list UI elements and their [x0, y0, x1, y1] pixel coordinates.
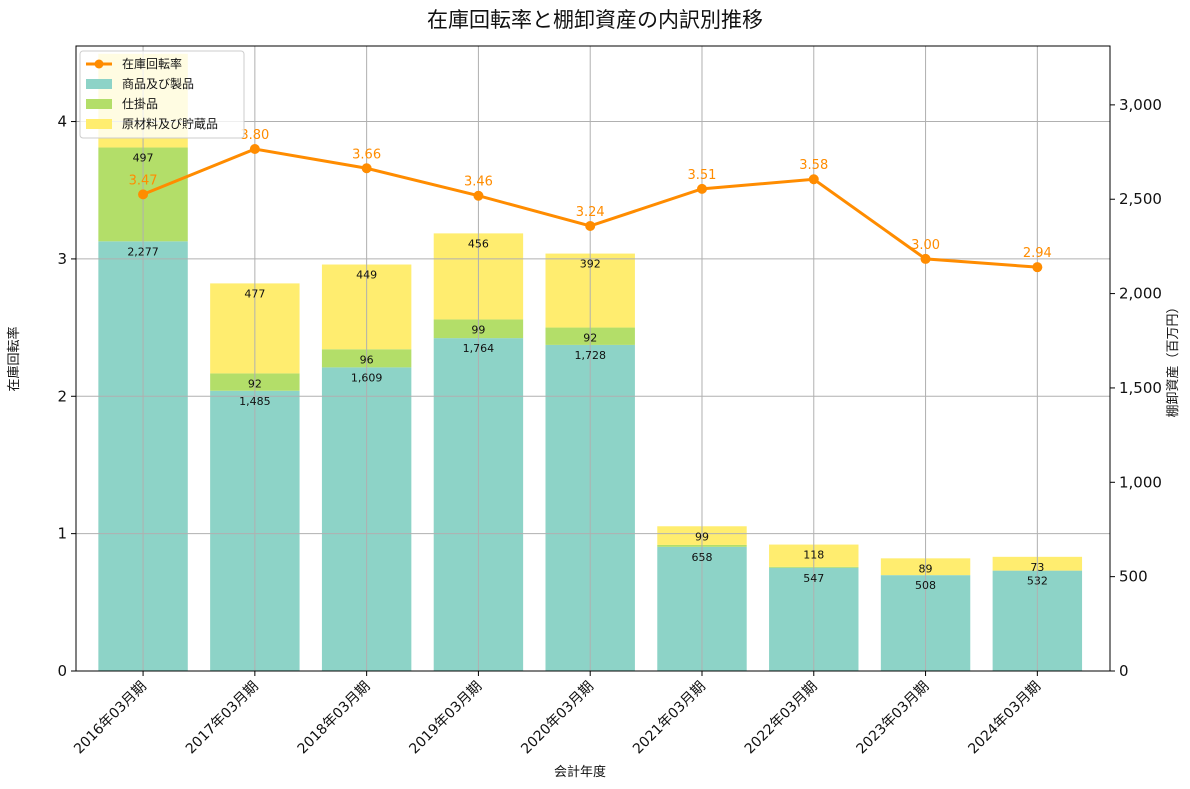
- legend-box: [79, 50, 245, 139]
- legend-swatch-3: [86, 119, 112, 129]
- legend-entry-3: 仕掛品: [122, 96, 158, 111]
- bar-label-1-4: 1,764: [463, 342, 495, 355]
- bar-label-1-9: 532: [1027, 575, 1048, 588]
- x-tick-8: 2023年03月期: [854, 679, 933, 758]
- legend-entry-2: 商品及び製品: [122, 76, 194, 91]
- bar-label-3-5: 392: [580, 258, 601, 271]
- turnover-label-6: 3.51: [688, 168, 717, 183]
- bar-label-1-5: 1,728: [574, 349, 606, 362]
- bar-label-3-7: 118: [803, 549, 824, 562]
- y-right-tick-5: 2,000: [1119, 285, 1162, 303]
- y-left-tick-3: 2: [57, 387, 67, 405]
- bar-label-3-3: 449: [356, 269, 377, 282]
- y-right-tick-7: 3,000: [1119, 96, 1162, 114]
- y-left-tick-5: 4: [57, 113, 67, 131]
- turnover-point-2: [249, 144, 260, 155]
- bar-label-2-2: 92: [248, 377, 262, 390]
- turnover-point-9: [1032, 262, 1043, 273]
- turnover-label-4: 3.46: [464, 175, 493, 190]
- turnover-point-8: [920, 253, 931, 264]
- bar-label-2-3: 96: [360, 353, 374, 366]
- turnover-label-5: 3.24: [576, 205, 605, 220]
- x-tick-2: 2017年03月期: [183, 679, 262, 758]
- x-tick-3: 2018年03月期: [295, 679, 374, 758]
- x-tick-1: 2016年03月期: [71, 679, 150, 758]
- bar-label-2-4: 99: [471, 323, 485, 336]
- bar-label-3-6: 99: [695, 530, 709, 543]
- turnover-label-1: 3.47: [129, 173, 158, 188]
- y-left-tick-1: 0: [57, 662, 67, 680]
- legend-entry-4: 原材料及び貯蔵品: [122, 117, 218, 131]
- y-right-tick-3: 1,000: [1119, 473, 1162, 491]
- legend-swatch-marker: [94, 59, 104, 69]
- chart-title: 在庫回転率と棚卸資産の内訳別推移: [427, 8, 763, 32]
- bar-label-3-2: 477: [244, 287, 265, 300]
- turnover-label-2: 3.80: [240, 128, 269, 143]
- bar-label-2-5: 92: [583, 332, 597, 345]
- bar-label-1-2: 1,485: [239, 395, 271, 408]
- x-tick-4: 2019年03月期: [406, 679, 485, 758]
- turnover-label-3: 3.66: [352, 147, 381, 162]
- bar-label-3-9: 73: [1030, 561, 1044, 574]
- y-left-tick-4: 3: [57, 250, 67, 268]
- bar-label-3-4: 456: [468, 237, 489, 250]
- plot-frame: [75, 45, 1111, 672]
- legend-swatch-2: [86, 99, 112, 109]
- turnover-point-1: [138, 189, 149, 200]
- turnover-point-7: [808, 174, 819, 185]
- bar-label-1-3: 1,609: [351, 371, 383, 384]
- legend-swatch-1: [86, 79, 112, 89]
- bar-labels: 2,277 497 1,485 92 477 1,609 96 449 1,764 99 456 1,…: [127, 152, 1048, 593]
- x-tick-9: 2024年03月期: [965, 679, 1044, 758]
- bar-label-3-8: 89: [919, 562, 933, 575]
- bar-label-1-8: 508: [915, 579, 936, 592]
- bar-label-1-7: 547: [803, 572, 824, 585]
- x-tick-5: 2020年03月期: [518, 679, 597, 758]
- turnover-line: 3.47 3.80 3.66 3.46 3.24 3.51 3.58 3.00 2.94: [129, 128, 1052, 273]
- turnover-point-3: [361, 163, 372, 174]
- x-axis-title: 会計年度: [554, 764, 606, 780]
- x-tick-7: 2022年03月期: [742, 679, 821, 758]
- bar-label-1-1: 2,277: [127, 245, 159, 258]
- axes: [75, 45, 1111, 672]
- turnover-label-8: 3.00: [911, 238, 940, 253]
- y-right-tick-4: 1,500: [1119, 379, 1162, 397]
- turnover-point-5: [585, 220, 596, 231]
- turnover-point-4: [473, 190, 484, 201]
- x-tick-6: 2021年03月期: [630, 679, 709, 758]
- legend-entry-1: 在庫回転率: [122, 56, 182, 71]
- bar-label-2-1: 497: [133, 152, 154, 165]
- turnover-point-6: [696, 183, 707, 194]
- y-axis-right-title: 棚卸資産（百万円）: [1165, 300, 1181, 417]
- y-right-tick-1: 0: [1119, 662, 1129, 680]
- y-left-tick-2: 1: [57, 525, 67, 543]
- y-axis-left-title: 在庫回転率: [6, 326, 22, 391]
- turnover-label-9: 2.94: [1023, 246, 1052, 261]
- turnover-label-7: 3.58: [799, 158, 828, 173]
- bar-label-1-6: 658: [691, 551, 712, 564]
- y-right-tick-6: 2,500: [1119, 190, 1162, 208]
- y-right-tick-2: 500: [1119, 568, 1148, 586]
